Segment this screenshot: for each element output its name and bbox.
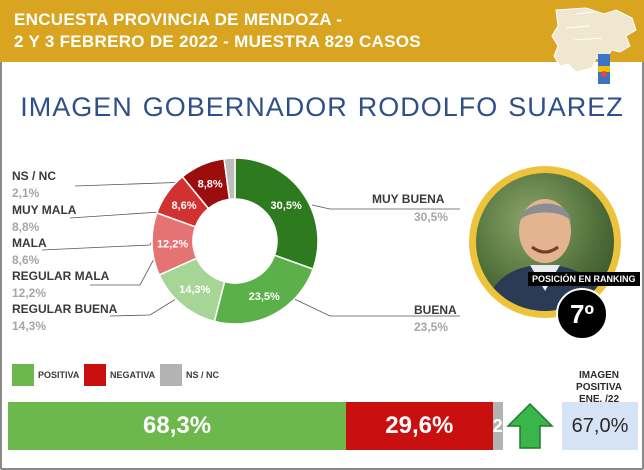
summary-bar-label: 29,6% bbox=[385, 412, 454, 439]
summary-bar-segment-positiva: 68,3% bbox=[8, 402, 347, 450]
value-mala: 8,6% bbox=[12, 253, 40, 267]
donut-slice-muy-buena bbox=[234, 157, 319, 271]
donut-slice-label: 30,5% bbox=[271, 200, 302, 212]
header-line-1: ENCUESTA PROVINCIA DE MENDOZA - bbox=[14, 10, 343, 29]
ranking-badge: 7º bbox=[556, 288, 608, 340]
imagen-positiva-title-line-1: IMAGEN POSITIVA bbox=[576, 370, 622, 393]
donut-slice-buena bbox=[213, 254, 315, 325]
donut-slice-label: 12,2% bbox=[157, 238, 188, 250]
ranking-label: POSICIÓN EN RANKING bbox=[528, 272, 640, 286]
value-muy-mala: 8,8% bbox=[12, 220, 40, 234]
value-muy-buena: 30,5% bbox=[414, 210, 449, 224]
value-buena: 23,5% bbox=[414, 320, 449, 334]
label-regular-mala: REGULAR MALA bbox=[12, 269, 110, 283]
summary-bar-label: 2,1 bbox=[492, 416, 503, 436]
legend-swatch-positiva bbox=[12, 364, 34, 386]
imagen-positiva-title-line-2: ENE. /22 bbox=[578, 394, 620, 405]
title-word-4: SUAREZ bbox=[508, 92, 624, 122]
map-icon bbox=[551, 7, 637, 84]
label-muy-mala: MUY MALA bbox=[12, 203, 77, 217]
header-line-2: 2 Y 3 FEBRERO DE 2022 - MUESTRA 829 CASO… bbox=[14, 32, 421, 51]
donut-slice-label: 14,3% bbox=[179, 284, 210, 296]
legend-swatch-nsnc bbox=[160, 364, 182, 386]
value-nsnc: 2,1% bbox=[12, 186, 40, 200]
label-buena: BUENA bbox=[414, 303, 457, 317]
up-arrow-icon bbox=[506, 402, 554, 449]
legend-label-negativa: NEGATIVA bbox=[110, 370, 156, 380]
donut-slice-label: 8,8% bbox=[198, 179, 223, 191]
summary-bar-label: 68,3% bbox=[143, 412, 212, 439]
legend-label-positiva: POSITIVA bbox=[38, 370, 80, 380]
donut-slice-label: 8,6% bbox=[171, 200, 196, 212]
summary-bar-segment-ns-nc: 2,1 bbox=[492, 402, 503, 450]
value-regular-mala: 12,2% bbox=[12, 286, 47, 300]
legend-label-nsnc: NS / NC bbox=[186, 370, 220, 380]
title-word-3: RODOLFO bbox=[357, 92, 499, 122]
label-muy-buena: MUY BUENA bbox=[372, 192, 445, 206]
leader-buena bbox=[287, 295, 460, 317]
summary-bar-segment-negativa: 29,6% bbox=[346, 402, 493, 450]
header-banner: ENCUESTA PROVINCIA DE MENDOZA - 2 Y 3 FE… bbox=[0, 0, 644, 62]
label-nsnc: NS / NC bbox=[12, 169, 57, 183]
label-regular-buena: REGULAR BUENA bbox=[12, 302, 118, 316]
imagen-positiva-title: IMAGEN POSITIVA ENE. /22 bbox=[555, 370, 643, 406]
label-mala: MALA bbox=[12, 236, 47, 250]
donut-slice-label: 23,5% bbox=[249, 291, 280, 303]
donut-slice-ns-nc bbox=[223, 157, 236, 201]
legend-swatch-negativa bbox=[84, 364, 106, 386]
imagen-positiva-value: 67,0% bbox=[562, 402, 638, 450]
title-word-2: GOBERNADOR bbox=[142, 92, 348, 122]
title-word-1: IMAGEN bbox=[20, 92, 133, 122]
value-regular-buena: 14,3% bbox=[12, 319, 47, 333]
leader-muy-buena bbox=[311, 204, 460, 210]
page-title: IMAGEN GOBERNADOR RODOLFO SUAREZ bbox=[0, 92, 644, 123]
